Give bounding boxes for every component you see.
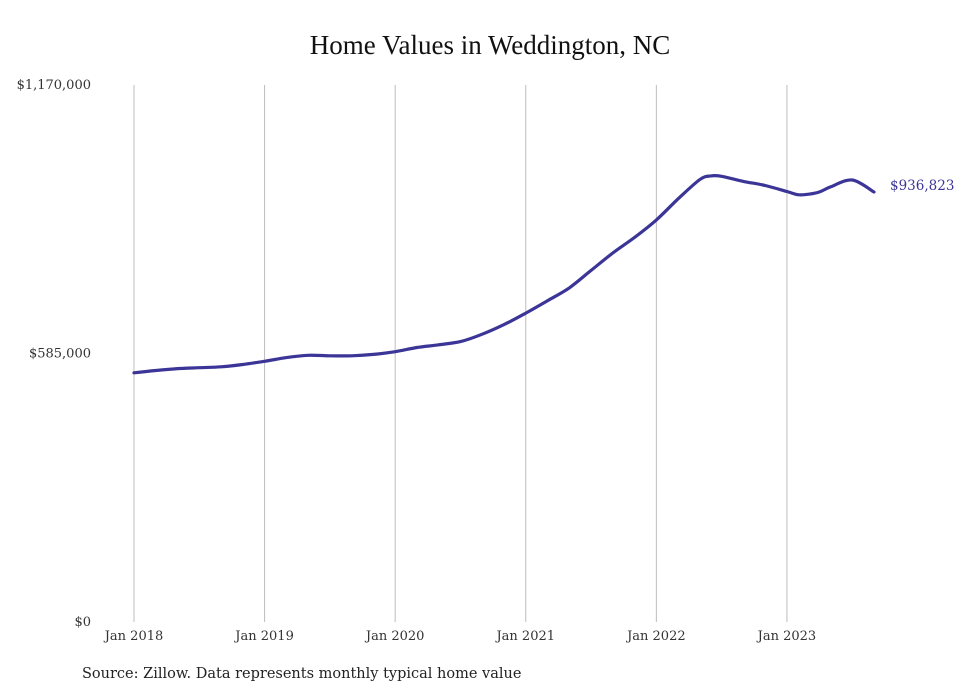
x-axis: Jan 2018 Jan 2019 Jan 2020 Jan 2021 Jan 2022… — [103, 629, 817, 644]
y-tick-label: $585,000 — [29, 347, 91, 362]
y-tick-label: $0 — [74, 615, 91, 630]
chart-title: Home Values in Weddington, NC — [309, 30, 671, 60]
x-tick-label: Jan 2021 — [494, 629, 555, 644]
gridlines — [133, 85, 788, 622]
x-tick-label: Jan 2022 — [625, 629, 686, 644]
x-tick-label: Jan 2023 — [756, 629, 817, 644]
series-line — [132, 173, 876, 375]
x-tick-label: Jan 2020 — [364, 629, 425, 644]
x-tick-label: Jan 2018 — [103, 629, 164, 644]
end-value-label: $936,823 — [890, 178, 954, 194]
y-tick-label: $1,170,000 — [17, 78, 91, 93]
y-axis: $0 $585,000 $1,170,000 — [17, 78, 91, 630]
x-tick-label: Jan 2019 — [233, 629, 294, 644]
source-note: Source: Zillow. Data represents monthly … — [82, 666, 522, 682]
